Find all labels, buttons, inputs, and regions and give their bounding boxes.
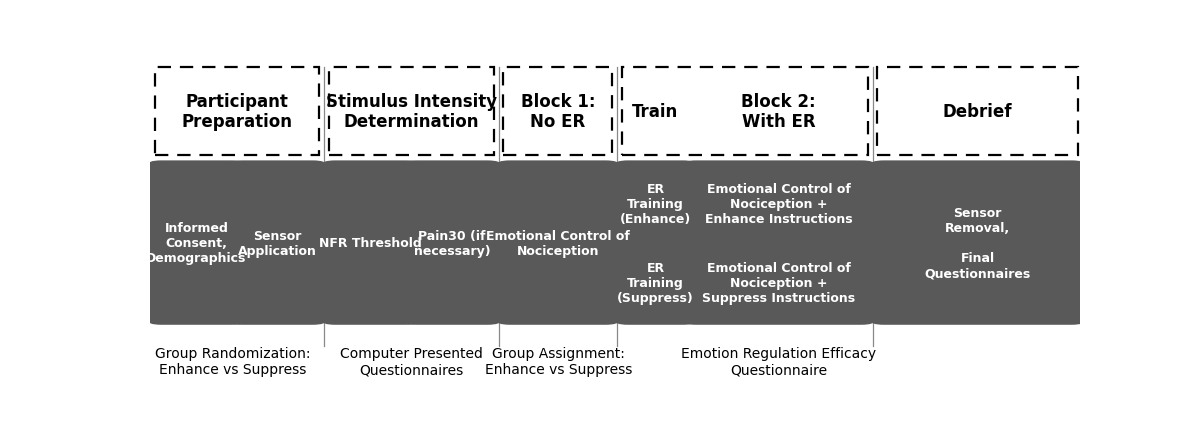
FancyBboxPatch shape: [682, 161, 876, 246]
Text: Computer Presented
Questionnaires: Computer Presented Questionnaires: [340, 346, 482, 377]
Text: Sensor
Removal,

Final
Questionnaires: Sensor Removal, Final Questionnaires: [924, 207, 1031, 279]
Text: ER
Training
(Suppress): ER Training (Suppress): [617, 261, 694, 304]
FancyBboxPatch shape: [614, 161, 697, 246]
Text: Emotional Control of
Nociception: Emotional Control of Nociception: [486, 229, 630, 257]
FancyBboxPatch shape: [322, 161, 420, 325]
Text: Emotional Control of
Nociception +
Enhance Instructions: Emotional Control of Nociception + Enhan…: [704, 182, 852, 225]
Text: Informed
Consent,
Demographics: Informed Consent, Demographics: [146, 222, 247, 265]
FancyBboxPatch shape: [402, 161, 502, 325]
Text: Stimulus Intensity
Determination: Stimulus Intensity Determination: [325, 92, 497, 131]
FancyBboxPatch shape: [228, 161, 326, 325]
FancyBboxPatch shape: [496, 161, 619, 325]
Text: Group Randomization:
Enhance vs Suppress: Group Randomization: Enhance vs Suppress: [155, 346, 310, 377]
Text: NFR Threshold: NFR Threshold: [319, 236, 422, 250]
FancyBboxPatch shape: [148, 161, 246, 325]
Text: Participant
Preparation: Participant Preparation: [181, 92, 293, 131]
Bar: [504, 67, 612, 156]
Text: Block 2:
With ER: Block 2: With ER: [742, 92, 816, 131]
Text: Group Assignment:
Enhance vs Suppress: Group Assignment: Enhance vs Suppress: [485, 346, 632, 377]
Text: Sensor
Application: Sensor Application: [238, 229, 317, 257]
Text: Train: Train: [632, 103, 678, 121]
FancyBboxPatch shape: [870, 161, 1086, 325]
Bar: [877, 67, 1078, 156]
Bar: [622, 67, 868, 156]
Text: Emotion Regulation Efficacy
Questionnaire: Emotion Regulation Efficacy Questionnair…: [682, 346, 876, 377]
Bar: [155, 67, 319, 156]
Text: Block 1:
No ER: Block 1: No ER: [521, 92, 595, 131]
Text: Pain30 (if
necessary): Pain30 (if necessary): [414, 229, 491, 257]
Text: ER
Training
(Enhance): ER Training (Enhance): [620, 182, 691, 225]
FancyBboxPatch shape: [614, 240, 697, 325]
Text: Debrief: Debrief: [943, 103, 1013, 121]
FancyBboxPatch shape: [682, 240, 876, 325]
Text: Emotional Control of
Nociception +
Suppress Instructions: Emotional Control of Nociception + Suppr…: [702, 261, 856, 304]
Bar: [329, 67, 494, 156]
